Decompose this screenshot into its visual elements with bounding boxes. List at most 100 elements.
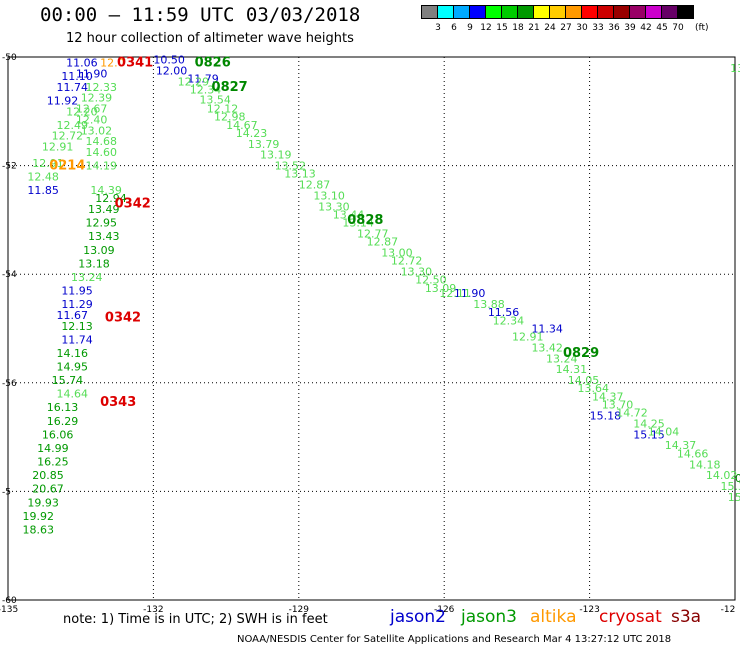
data-label: 13.44: [333, 208, 365, 221]
data-label: 14.23: [236, 127, 268, 140]
data-label: 11.74: [56, 81, 88, 94]
data-label: 20.85: [32, 469, 64, 482]
x-tick-label: -129: [289, 605, 310, 615]
x-tick-label: -12: [721, 605, 736, 615]
data-label: 12.39: [81, 92, 113, 105]
data-label: 0342: [115, 197, 151, 212]
data-label: 16.13: [47, 401, 78, 414]
data-label: 12.49: [56, 119, 88, 132]
y-tick-label: -54: [2, 270, 17, 280]
data-label: 11.90: [454, 287, 486, 300]
note-text: note: 1) Time is in UTC; 2) SWH is in fe…: [63, 612, 328, 627]
scale-label: 27: [560, 23, 572, 33]
data-label: 11.92: [47, 94, 78, 107]
data-label: 16.29: [47, 415, 78, 428]
data-label: 13: [730, 62, 740, 75]
data-label: 12.0: [100, 56, 125, 69]
data-label: 12.94: [95, 192, 127, 205]
data-label: 20.67: [32, 483, 64, 496]
data-label: 11.06: [66, 56, 98, 69]
data-label: 12.20: [66, 105, 98, 118]
scale-label: 33: [592, 23, 604, 33]
scale-label: 42: [640, 23, 652, 33]
data-label: 16.06: [42, 428, 74, 441]
x-tick-label: -132: [143, 605, 163, 615]
scale-label: 30: [576, 23, 588, 33]
data-label: 15.74: [52, 374, 83, 387]
scale-label: 36: [608, 23, 620, 33]
scale-label: 3: [435, 23, 441, 33]
data-label: 0827: [212, 80, 248, 95]
data-label: 15: [728, 491, 740, 504]
chart-title: 00:00 – 11:59 UTC 03/03/2018: [40, 4, 361, 26]
data-label: 12.91: [32, 157, 64, 170]
x-tick-label: -126: [434, 605, 455, 615]
data-label: 0343: [100, 395, 136, 410]
data-label: 13.70: [602, 399, 634, 412]
data-label: 12.48: [27, 170, 58, 183]
scale-unit: (ft): [695, 23, 709, 33]
data-label: 0829: [563, 346, 599, 361]
data-label: 13.00: [381, 246, 413, 259]
data-label: 14.18: [689, 458, 721, 471]
scale-label: 9: [467, 23, 473, 33]
data-label: 12.72: [52, 130, 83, 143]
data-label: 14.02: [706, 469, 738, 482]
data-label: 0342: [105, 311, 141, 326]
chart-subtitle: 12 hour collection of altimeter wave hei…: [66, 31, 354, 46]
data-label: 14.68: [86, 135, 118, 148]
data-label: 12.72: [391, 255, 423, 268]
data-label: 14.95: [56, 361, 88, 374]
data-label: 14.64: [56, 388, 88, 401]
data-label: 13.54: [199, 93, 231, 106]
data-label: 10.50: [153, 54, 185, 67]
y-tick-label: -52: [2, 162, 17, 172]
footer-credit: NOAA/NESDIS Center for Satellite Applica…: [237, 634, 672, 645]
data-label: 12.87: [367, 236, 399, 249]
data-label: 13.30: [401, 265, 433, 278]
data-label: 11.90: [76, 67, 108, 80]
data-label: 14.37: [592, 390, 624, 403]
data-label: 12.33: [86, 81, 118, 94]
data-label: 12.13: [61, 320, 93, 333]
legend-item-jason2: jason2: [390, 607, 446, 627]
data-label: 0828: [347, 213, 383, 228]
data-label: 13.79: [248, 138, 280, 151]
data-label: 12.00: [156, 65, 188, 78]
data-label: 12.98: [214, 111, 246, 124]
data-label: 12.50: [415, 274, 447, 287]
data-label: 13.24: [546, 352, 578, 365]
data-label: 15.33: [720, 480, 740, 493]
data-label: 15.18: [590, 409, 622, 422]
legend-item-cryosat: cryosat: [599, 607, 662, 627]
scale-label: 12: [480, 23, 492, 33]
data-label: 12.34: [493, 314, 524, 327]
data-label: 0826: [195, 55, 231, 70]
data-label: 0214: [49, 159, 85, 174]
data-label: 13.09: [425, 282, 457, 295]
data-label: 13.18: [78, 257, 110, 270]
scale-label: 45: [656, 23, 668, 33]
data-label: 13.88: [473, 298, 505, 311]
data-label: 13.24: [71, 271, 103, 284]
scale-label: 70: [672, 23, 684, 33]
color-scale-labels: 3 6 9 12 15 18 21 24 27 30 33 36 39 42 45 70 (ft): [421, 23, 708, 37]
data-label: 11.67: [56, 309, 88, 322]
legend-item-jason3: jason3: [461, 607, 517, 627]
color-scale-swatches: [421, 5, 694, 19]
data-label: 13.09: [83, 244, 115, 257]
data-label: 11.79: [187, 73, 219, 86]
scale-label: 24: [544, 23, 556, 33]
data-label: 11.85: [27, 184, 58, 197]
data-label: 12.29: [178, 75, 210, 88]
data-label: 15.15: [633, 428, 665, 441]
data-label: 16.25: [37, 456, 69, 469]
data-label: 14.66: [677, 447, 709, 460]
y-tick-label: -60: [2, 596, 17, 606]
data-label: 14.67: [226, 119, 258, 132]
data-label: 13.30: [318, 200, 350, 213]
scale-label: 39: [624, 23, 636, 33]
scale-label: 15: [496, 23, 508, 33]
